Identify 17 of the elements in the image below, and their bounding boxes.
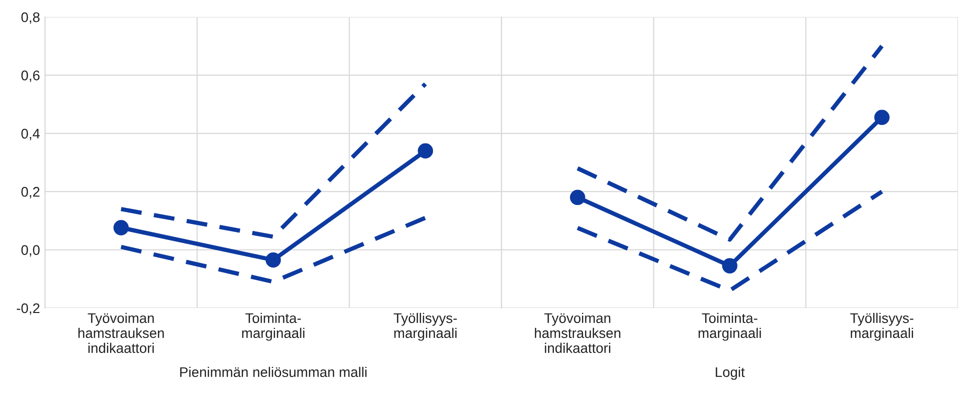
x-tick-label: Työvoiman hamstrauksen indikaattori [78,312,164,353]
y-tick-label: 0,2 [21,186,40,198]
point [266,252,281,268]
x-axis-title: Logit [716,366,745,380]
x-tick-label: Työvoiman hamstrauksen indikaattori [534,312,620,353]
x-axis-title: Pienimmän neliösumman malli [180,366,366,378]
y-tick-label: 0,8 [21,12,40,24]
y-tick-label: 0,4 [21,128,40,140]
point [113,220,129,236]
point [418,143,434,158]
x-tick-label: Toiminta- marginaali [698,312,761,341]
x-tick-label: Työllisyys- marginaali [394,312,457,341]
y-tick-label: 0,6 [21,70,40,82]
y-tick-label: -0,2 [16,303,40,315]
y-tick-label: 0,0 [21,245,40,257]
x-tick-label: Toiminta- marginaali [242,312,304,341]
x-tick-label: Työllisyys- marginaali [850,312,914,341]
